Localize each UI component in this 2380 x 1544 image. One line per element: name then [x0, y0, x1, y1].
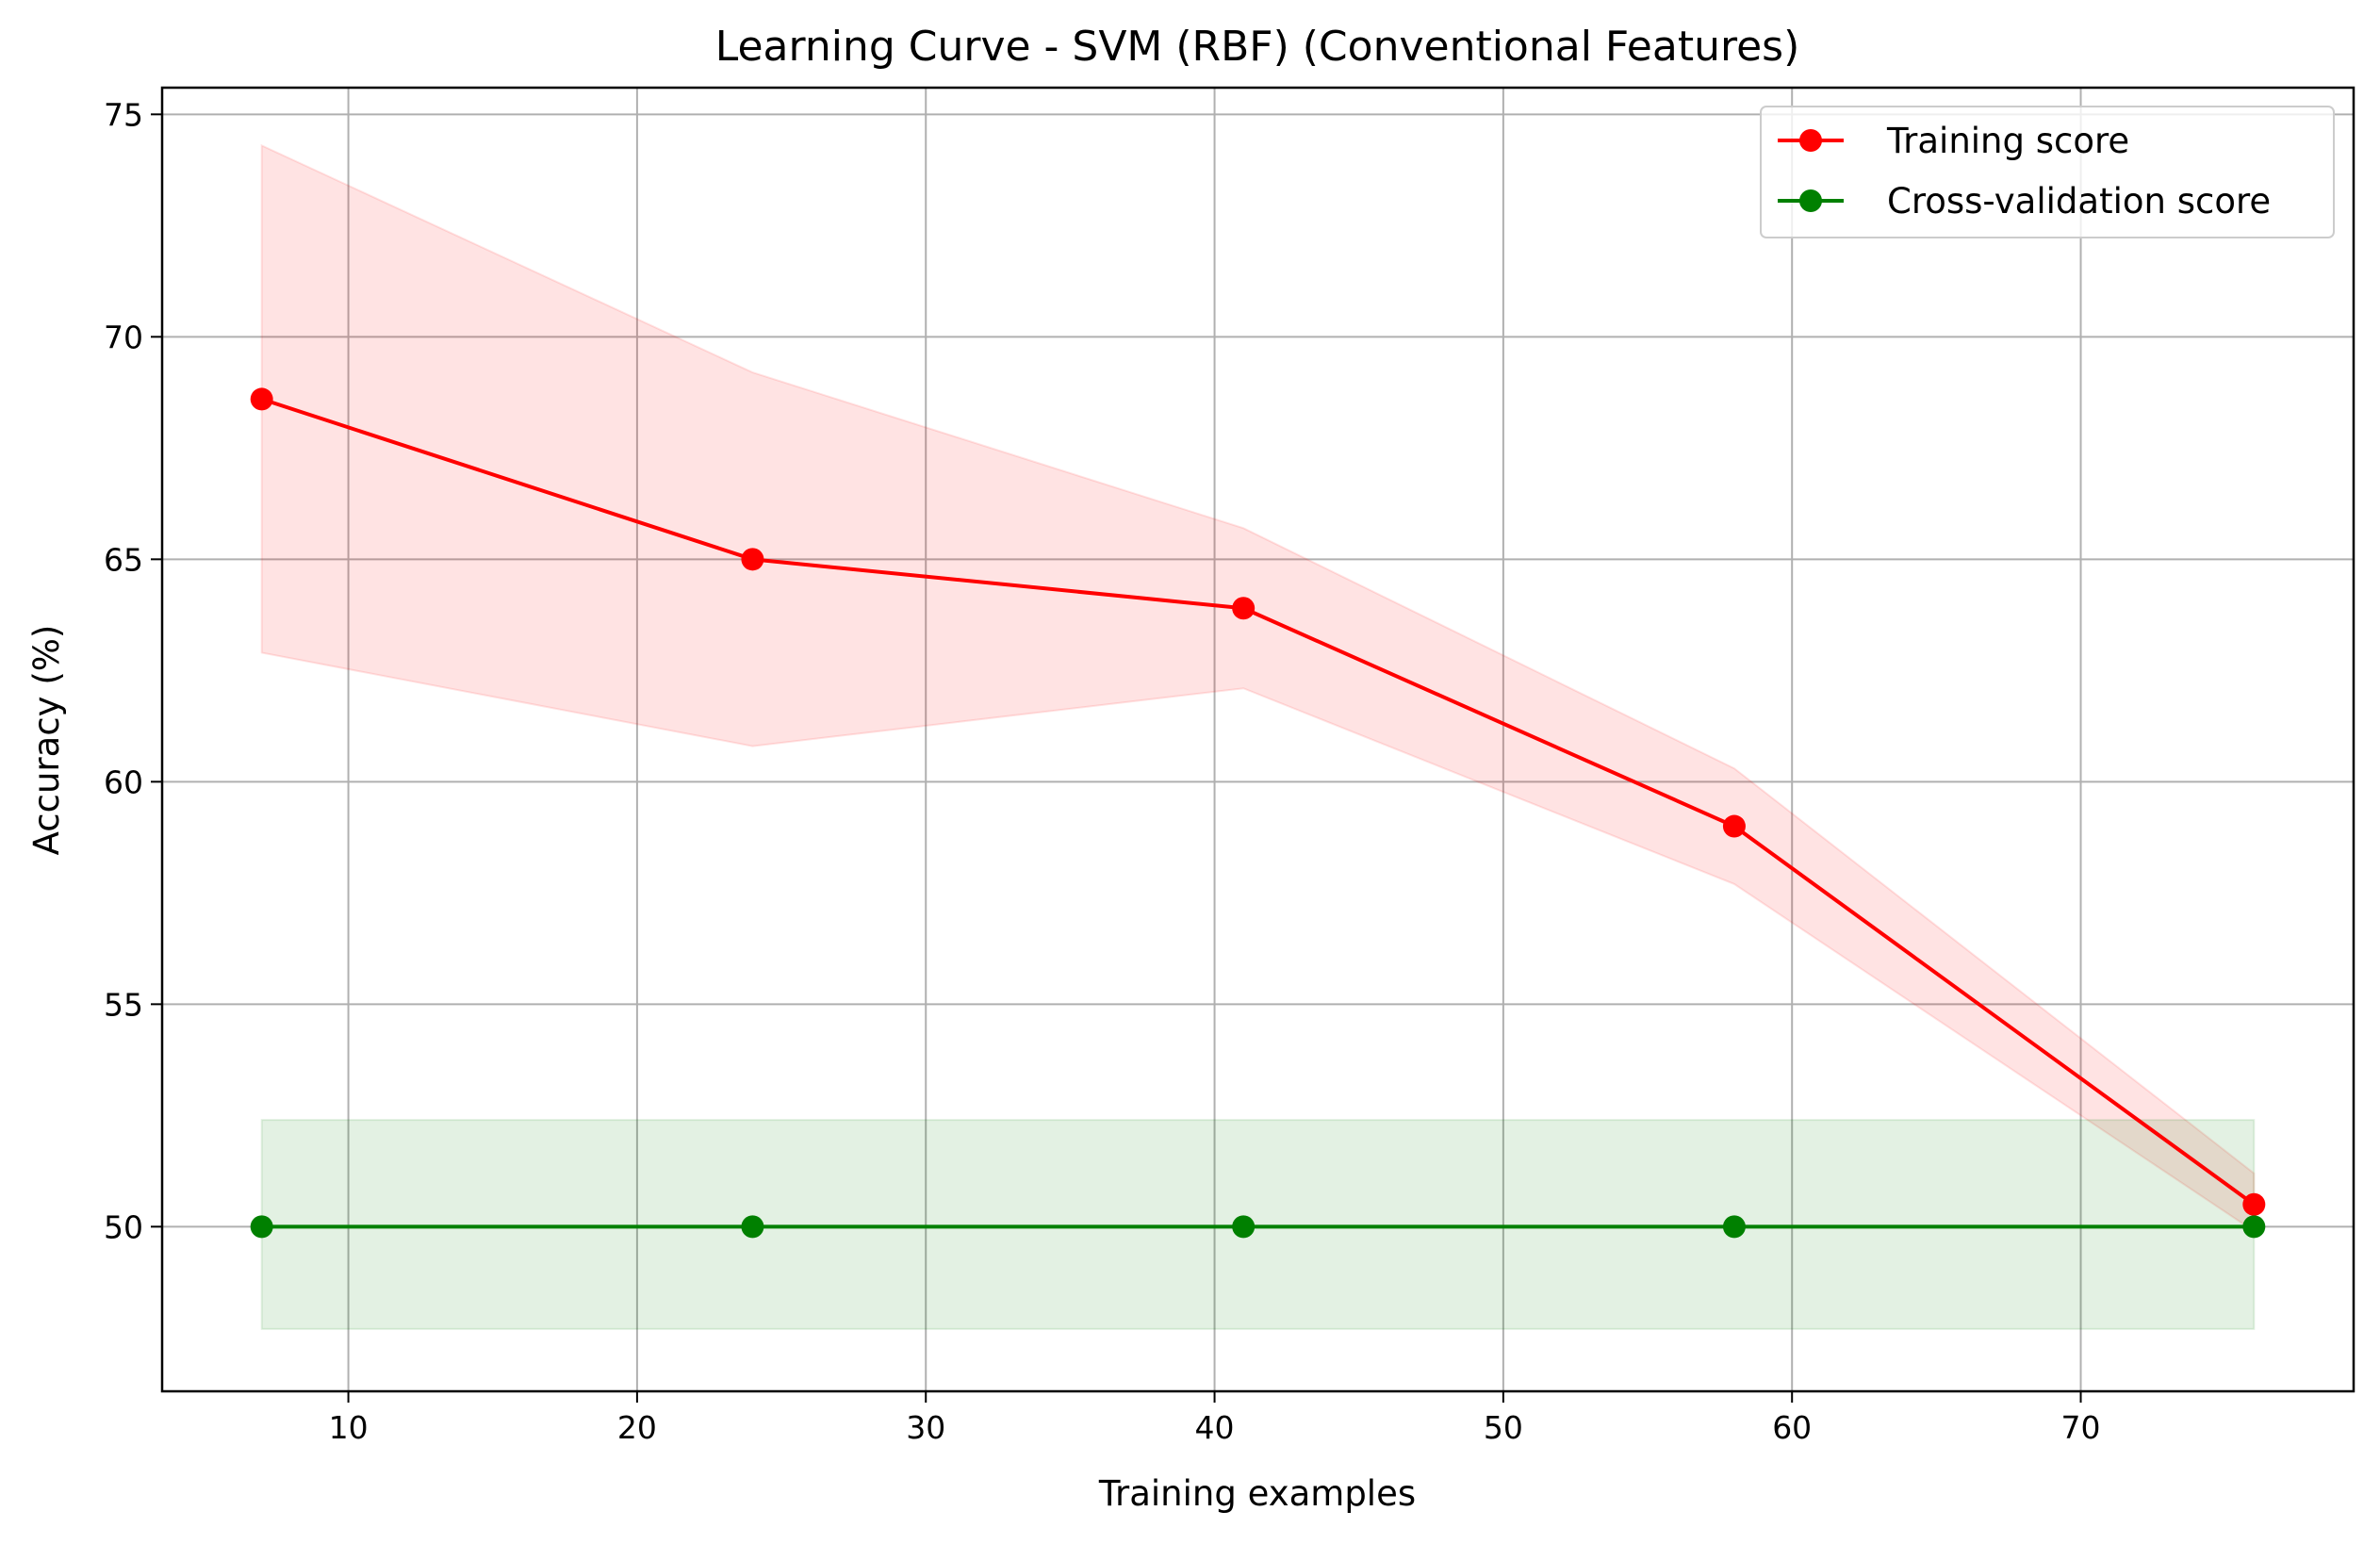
legend: Training score Cross-validation score [1760, 106, 2335, 238]
legend-label-cross-validation-score: Cross-validation score [1887, 181, 2271, 222]
x-tick-label: 30 [906, 1409, 945, 1446]
y-tick-label: 70 [104, 319, 143, 355]
legend-box [1760, 106, 2335, 238]
legend-marker-cross-validation-score [1799, 189, 1822, 212]
x-tick-label: 10 [329, 1409, 369, 1446]
y-tick-label: 50 [104, 1208, 143, 1245]
x-tick-label: 20 [617, 1409, 657, 1446]
legend-marker-training-score [1799, 129, 1822, 152]
training-score-point [741, 548, 764, 571]
cross-validation-score-point [741, 1215, 764, 1239]
training-score-point [2242, 1192, 2266, 1216]
y-tick-label: 65 [104, 541, 143, 578]
cross-validation-score-point [1232, 1215, 1256, 1239]
x-tick-label: 50 [1484, 1409, 1523, 1446]
chart-title: Learning Curve - SVM (RBF) (Conventional… [715, 23, 1800, 71]
training-score-point [1722, 814, 1746, 838]
confidence-bands [260, 143, 2256, 1330]
cross-validation-score-point [2242, 1215, 2266, 1239]
x-tick-label: 60 [1772, 1409, 1812, 1446]
training-score-point [1232, 597, 1256, 620]
x-tick-label: 70 [2061, 1409, 2101, 1446]
x-axis-label: Training examples [1098, 1473, 1416, 1514]
y-axis-label: Accuracy (%) [26, 625, 67, 856]
y-tick-label: 60 [104, 764, 143, 800]
cross-validation-score-point [250, 1215, 273, 1239]
plot-frame [160, 86, 2355, 1393]
x-tick-label: 40 [1195, 1409, 1235, 1446]
series-markers [250, 387, 2266, 1239]
training-score-point [250, 387, 273, 411]
cross-validation-score-band [260, 1119, 2256, 1330]
y-tick-label: 75 [104, 96, 143, 133]
legend-label-training-score: Training score [1886, 121, 2129, 161]
y-tick-label: 55 [104, 986, 143, 1023]
axis-ticks: 10 20 30 40 50 60 70 50 55 60 65 70 75 [104, 96, 2101, 1446]
cross-validation-score-point [1722, 1215, 1746, 1239]
